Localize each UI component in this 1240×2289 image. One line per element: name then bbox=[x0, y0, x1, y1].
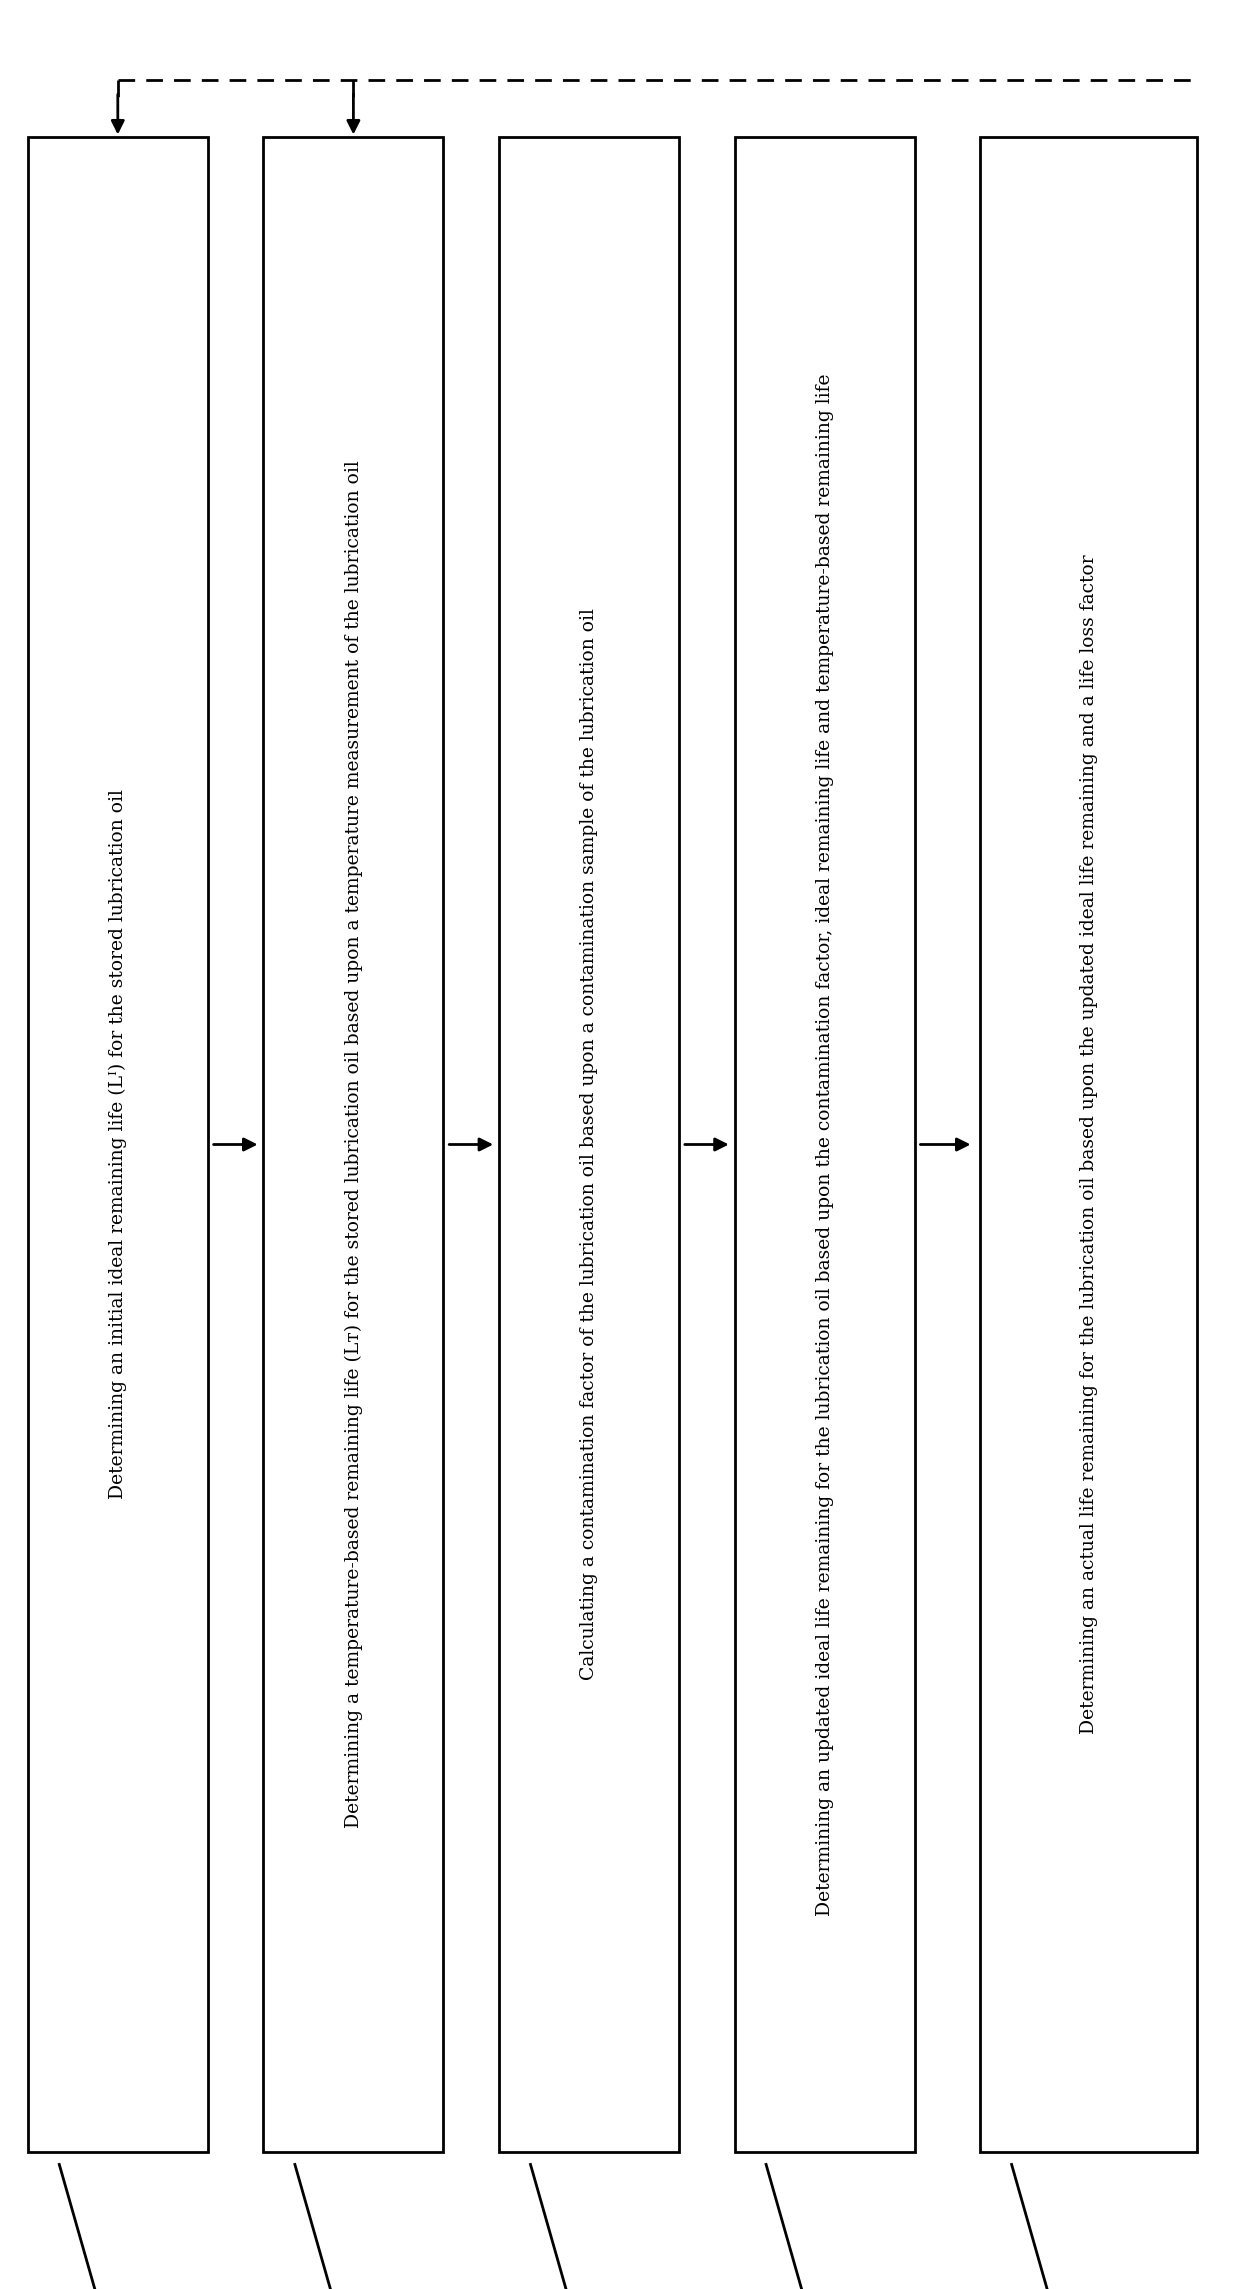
Bar bbox=[29, 137, 207, 2152]
Text: Determining an initial ideal remaining life (Lᴵ) for the stored lubrication oil: Determining an initial ideal remaining l… bbox=[109, 790, 126, 1499]
Bar bbox=[734, 137, 915, 2152]
Bar bbox=[498, 137, 680, 2152]
Text: Determining an actual life remaining for the lubrication oil based upon the upda: Determining an actual life remaining for… bbox=[1080, 554, 1097, 1735]
Bar bbox=[980, 137, 1198, 2152]
Text: Determining a temperature-based remaining life (Lᴛ) for the stored lubrication o: Determining a temperature-based remainin… bbox=[345, 460, 362, 1829]
Text: Determining an updated ideal life remaining for the lubrication oil based upon t: Determining an updated ideal life remain… bbox=[816, 373, 833, 1916]
Bar bbox=[263, 137, 443, 2152]
Text: Calculating a contamination factor of the lubrication oil based upon a contamina: Calculating a contamination factor of th… bbox=[580, 609, 598, 1680]
